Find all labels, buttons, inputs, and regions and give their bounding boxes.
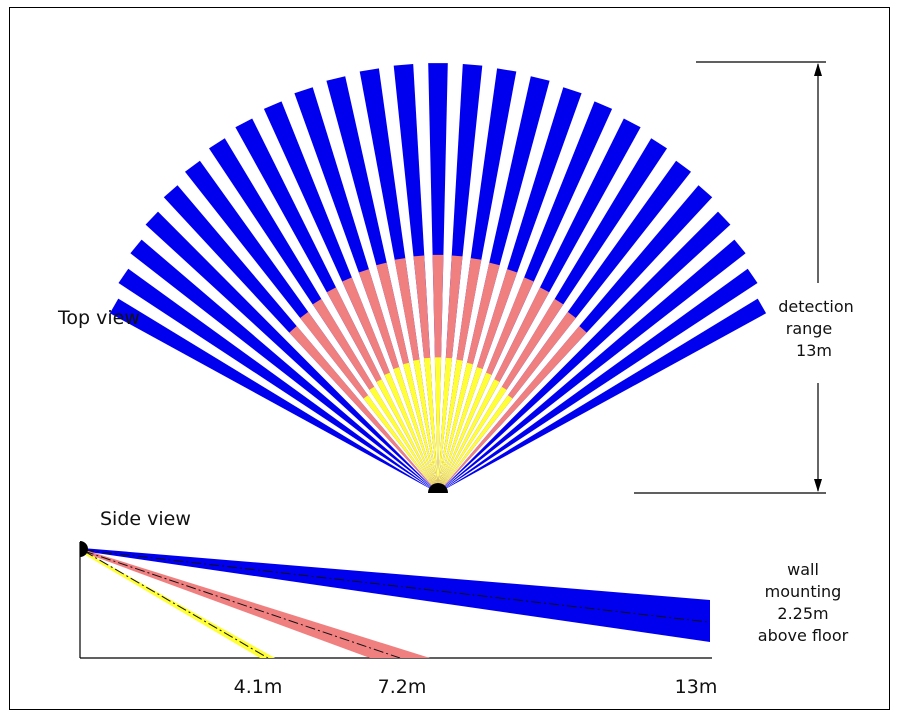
- beam-long-3: [145, 211, 438, 493]
- side-view-label: Side view: [100, 508, 191, 530]
- beam-mid-22: [438, 326, 587, 493]
- beam-long-2: [130, 239, 438, 493]
- beam-short-21: [438, 395, 513, 493]
- beam-short-16: [438, 362, 473, 493]
- beam-short-8: [384, 372, 438, 493]
- beam-short-20: [438, 386, 507, 493]
- mounting-label-line1: wall: [787, 560, 819, 579]
- top-view-fan: [109, 63, 767, 494]
- beam-short-19: [438, 379, 500, 493]
- side-beam-mid-centerline: [83, 550, 401, 659]
- beam-short-7: [376, 379, 438, 493]
- beam-long-0: [109, 298, 439, 493]
- beam-short-10: [403, 362, 438, 493]
- sensor-top-icon: [428, 483, 448, 493]
- range-label-line3: 13m: [796, 341, 832, 360]
- top-view-label: Top view: [57, 307, 140, 329]
- beam-short-18: [438, 372, 492, 493]
- beam-short-11: [413, 359, 438, 493]
- distance-label-4-1m: 4.1m: [234, 676, 283, 698]
- distance-label-7-2m: 7.2m: [378, 676, 427, 698]
- side-beam-long-centerline: [83, 549, 709, 623]
- side-beam-mid: [82, 549, 430, 658]
- sensor-side-icon: [80, 541, 88, 557]
- arrow-up-icon: [814, 63, 822, 76]
- beam-long-25: [438, 268, 758, 493]
- range-label-line1: detection: [778, 297, 854, 316]
- beam-short-9: [393, 367, 438, 493]
- mounting-label-line4: above floor: [758, 626, 849, 645]
- range-label-line2: range: [786, 319, 833, 338]
- beam-short-15: [438, 359, 463, 493]
- beam-long-24: [438, 239, 746, 493]
- beam-short-17: [438, 367, 483, 493]
- beam-short-13: [434, 357, 442, 493]
- mounting-label-line2: mounting: [765, 582, 842, 601]
- beam-short-14: [438, 357, 452, 493]
- beam-long-26: [438, 298, 767, 493]
- side-beam-long: [82, 548, 710, 642]
- mounting-label-line3: 2.25m: [777, 604, 828, 623]
- beam-short-6: [369, 386, 438, 493]
- distance-label-13m: 13m: [675, 676, 718, 698]
- beam-short-12: [424, 357, 438, 493]
- beam-short-5: [363, 395, 438, 493]
- side-beam-short: [82, 550, 275, 658]
- beam-long-1: [118, 268, 438, 493]
- beam-mid-4: [289, 326, 438, 493]
- arrow-down-icon: [814, 479, 822, 492]
- beam-long-23: [438, 211, 731, 493]
